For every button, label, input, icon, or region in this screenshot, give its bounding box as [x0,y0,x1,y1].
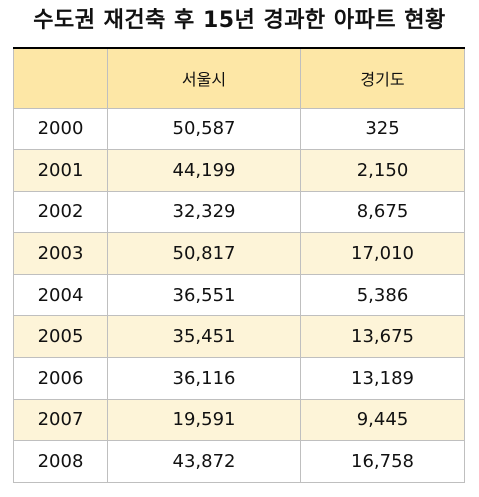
year-cell: 2004 [13,273,108,317]
seoul-value-cell: 19,591 [107,398,301,442]
seoul-value-cell: 50,587 [107,107,301,151]
table-row: 2005 35,451 13,675 [13,315,465,359]
column-header-year [13,47,108,109]
year-cell: 2005 [13,315,108,359]
seoul-value-cell: 44,199 [107,149,301,192]
seoul-value-cell: 43,872 [107,440,301,483]
seoul-value-cell: 50,817 [107,232,301,275]
year-cell: 2008 [13,440,108,483]
table-row: 2001 44,199 2,150 [13,149,465,192]
column-header-seoul: 서울시 [107,47,301,109]
gyeonggi-value-cell: 8,675 [300,190,465,234]
year-cell: 2002 [13,190,108,234]
table-header-row: 서울시 경기도 [13,47,465,109]
gyeonggi-value-cell: 13,189 [300,357,465,400]
gyeonggi-value-cell: 5,386 [300,273,465,317]
gyeonggi-value-cell: 17,010 [300,232,465,275]
year-cell: 2003 [13,232,108,275]
seoul-value-cell: 36,116 [107,357,301,400]
table-row: 2002 32,329 8,675 [13,190,465,234]
year-cell: 2007 [13,398,108,442]
year-cell: 2001 [13,149,108,192]
gyeonggi-value-cell: 325 [300,107,465,151]
apartment-status-table: 서울시 경기도 2000 50,587 325 2001 44,199 2,15… [13,47,465,483]
table-row: 2003 50,817 17,010 [13,232,465,275]
gyeonggi-value-cell: 16,758 [300,440,465,483]
year-cell: 2006 [13,357,108,400]
seoul-value-cell: 36,551 [107,273,301,317]
page-title: 수도권 재건축 후 15년 경과한 아파트 현황 [33,8,446,33]
gyeonggi-value-cell: 13,675 [300,315,465,359]
table-row: 2004 36,551 5,386 [13,273,465,317]
seoul-value-cell: 32,329 [107,190,301,234]
seoul-value-cell: 35,451 [107,315,301,359]
table-row: 2000 50,587 325 [13,107,465,151]
table-row: 2007 19,591 9,445 [13,398,465,442]
column-header-gyeonggi: 경기도 [300,47,465,109]
table-row: 2006 36,116 13,189 [13,357,465,400]
gyeonggi-value-cell: 2,150 [300,149,465,192]
year-cell: 2000 [13,107,108,151]
gyeonggi-value-cell: 9,445 [300,398,465,442]
table-row: 2008 43,872 16,758 [13,440,465,483]
